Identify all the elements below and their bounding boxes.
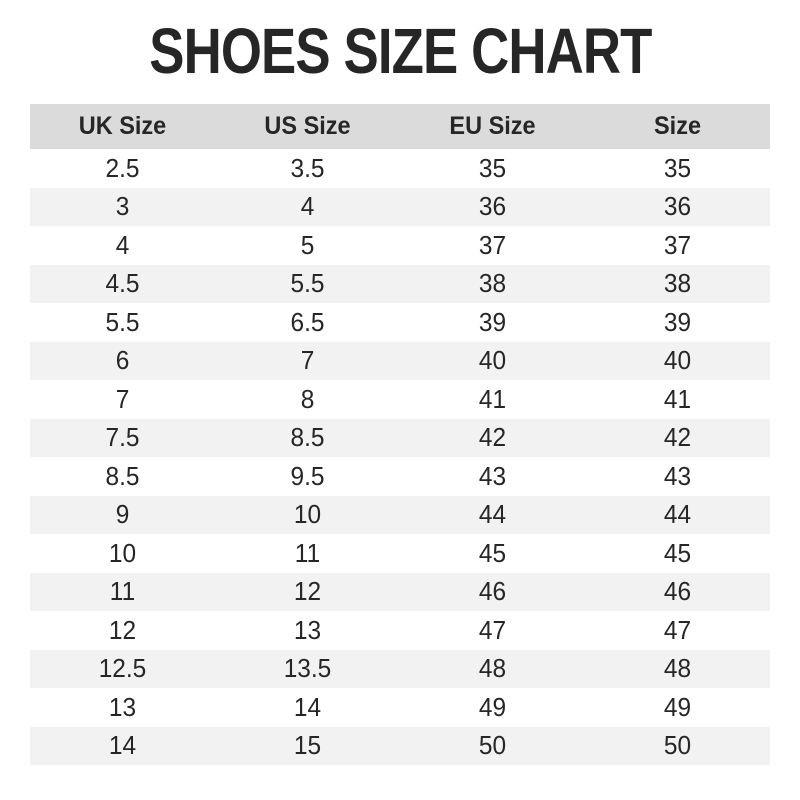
header-cell-size: Size: [653, 112, 702, 140]
table-row: 12.5 13.5 48 48: [30, 649, 770, 688]
table-cell: 14: [108, 730, 137, 761]
table-cell: 11: [109, 576, 136, 607]
table-row: 14 15 50 50: [30, 726, 770, 765]
table-cell: 49: [663, 691, 692, 722]
table-row: 9 10 44 44: [30, 495, 770, 534]
table-cell: 10: [293, 499, 322, 530]
table-cell: 5.5: [290, 268, 325, 299]
table-cell: 45: [478, 537, 507, 568]
table-cell: 38: [663, 268, 692, 299]
table-cell: 5.5: [105, 306, 140, 337]
table-cell: 35: [663, 152, 692, 183]
table-cell: 39: [663, 306, 692, 337]
table-cell: 8.5: [105, 460, 140, 491]
table-cell: 44: [478, 499, 507, 530]
table-cell: 7: [300, 345, 315, 376]
table-cell: 5: [300, 229, 315, 260]
table-cell: 50: [663, 730, 692, 761]
table-row: 6 7 40 40: [30, 341, 770, 380]
table-cell: 48: [663, 653, 692, 684]
table-row: 5.5 6.5 39 39: [30, 303, 770, 342]
table-cell: 9: [115, 499, 130, 530]
table-cell: 48: [478, 653, 507, 684]
table-row: 7.5 8.5 42 42: [30, 418, 770, 457]
header-cell-eu-size: EU Size: [449, 112, 536, 140]
table-cell: 38: [478, 268, 507, 299]
table-cell: 7.5: [105, 422, 140, 453]
header-cell-us-size: US Size: [264, 112, 351, 140]
table-row: 8.5 9.5 43 43: [30, 457, 770, 496]
size-chart-table: UK Size US Size EU Size Size 2.5 3.5 35 35 3…: [30, 104, 770, 765]
table-cell: 40: [663, 345, 692, 376]
table-cell: 50: [478, 730, 507, 761]
table-cell: 8.5: [290, 422, 325, 453]
table-cell: 12: [108, 614, 137, 645]
table-cell: 35: [478, 152, 507, 183]
table-cell: 6: [115, 345, 130, 376]
table-cell: 49: [478, 691, 507, 722]
table-cell: 10: [108, 537, 137, 568]
table-row: 2.5 3.5 35 35: [30, 149, 770, 188]
table-row: 4.5 5.5 38 38: [30, 264, 770, 303]
table-cell: 46: [663, 576, 692, 607]
table-row: 3 4 36 36: [30, 187, 770, 226]
table-cell: 2.5: [105, 152, 140, 183]
title-container: SHOES SIZE CHART: [0, 14, 800, 90]
table-cell: 8: [300, 383, 315, 414]
header-cell-uk-size: UK Size: [78, 112, 167, 140]
table-cell: 11: [294, 537, 321, 568]
table-cell: 13: [108, 691, 137, 722]
page-title: SHOES SIZE CHART: [148, 15, 652, 87]
table-cell: 13.5: [283, 653, 332, 684]
table-cell: 12.5: [98, 653, 147, 684]
table-cell: 39: [478, 306, 507, 337]
table-cell: 42: [478, 422, 507, 453]
table-cell: 4.5: [105, 268, 140, 299]
table-row: 12 13 47 47: [30, 611, 770, 650]
table-cell: 15: [293, 730, 322, 761]
table-cell: 3: [115, 191, 130, 222]
table-cell: 36: [478, 191, 507, 222]
table-cell: 40: [478, 345, 507, 376]
table-row: 4 5 37 37: [30, 226, 770, 265]
table-cell: 4: [115, 229, 130, 260]
table-cell: 37: [478, 229, 507, 260]
table-cell: 9.5: [290, 460, 325, 491]
table-cell: 44: [663, 499, 692, 530]
table-cell: 7: [115, 383, 130, 414]
table-row: 13 14 49 49: [30, 688, 770, 727]
table-header-row: UK Size US Size EU Size Size: [30, 104, 770, 149]
table-cell: 43: [478, 460, 507, 491]
table-cell: 37: [663, 229, 692, 260]
table-body: 2.5 3.5 35 35 3 4 36 36 4 5 37 37 4.5 5.5 38 38 5.5 6.5 39…: [30, 149, 770, 765]
table-cell: 12: [293, 576, 322, 607]
table-cell: 47: [478, 614, 507, 645]
table-cell: 43: [663, 460, 692, 491]
table-cell: 45: [663, 537, 692, 568]
table-row: 7 8 41 41: [30, 380, 770, 419]
table-cell: 42: [663, 422, 692, 453]
table-cell: 13: [293, 614, 322, 645]
table-cell: 6.5: [290, 306, 325, 337]
table-cell: 3.5: [290, 152, 325, 183]
table-cell: 4: [300, 191, 315, 222]
table-cell: 41: [478, 383, 507, 414]
table-cell: 41: [663, 383, 692, 414]
table-cell: 36: [663, 191, 692, 222]
table-cell: 46: [478, 576, 507, 607]
table-cell: 14: [293, 691, 322, 722]
table-row: 11 12 46 46: [30, 572, 770, 611]
table-cell: 47: [663, 614, 692, 645]
table-row: 10 11 45 45: [30, 534, 770, 573]
